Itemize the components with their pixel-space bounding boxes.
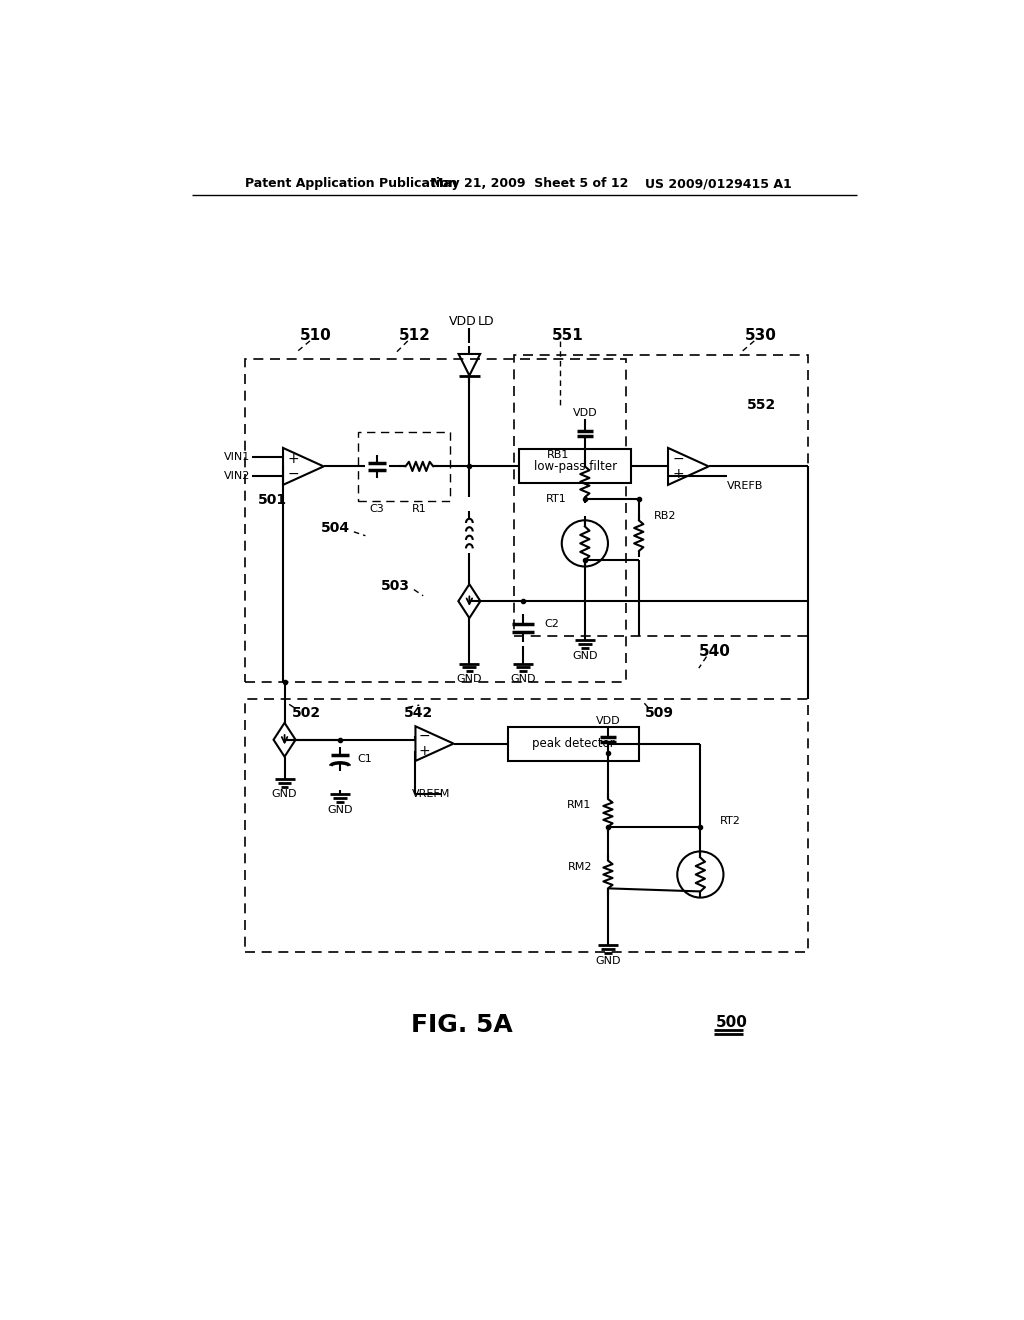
Text: Patent Application Publication: Patent Application Publication <box>245 177 457 190</box>
Text: GND: GND <box>457 675 482 684</box>
Text: peak detector: peak detector <box>532 737 614 750</box>
Text: VIN2: VIN2 <box>223 471 250 480</box>
Text: VDD: VDD <box>596 715 621 726</box>
Text: +: + <box>672 467 684 482</box>
Bar <box>357 432 451 502</box>
Text: US 2009/0129415 A1: US 2009/0129415 A1 <box>645 177 792 190</box>
Text: 542: 542 <box>403 706 433 719</box>
Text: R1: R1 <box>412 504 427 513</box>
Text: RT1: RT1 <box>546 494 566 504</box>
Text: −: − <box>287 467 299 482</box>
Bar <box>519 450 631 483</box>
Text: RM2: RM2 <box>568 862 593 871</box>
Text: GND: GND <box>328 805 352 814</box>
Text: FIG. 5A: FIG. 5A <box>411 1012 513 1036</box>
Text: RB2: RB2 <box>654 511 677 521</box>
Text: 504: 504 <box>321 521 350 535</box>
Bar <box>245 700 808 952</box>
Text: RB1: RB1 <box>547 450 569 459</box>
Text: C2: C2 <box>545 619 560 630</box>
Text: VIN1: VIN1 <box>223 453 250 462</box>
Text: −: − <box>419 729 430 743</box>
Text: 503: 503 <box>381 578 410 593</box>
Text: LD: LD <box>478 315 495 329</box>
Text: GND: GND <box>595 956 621 966</box>
Text: 540: 540 <box>698 644 731 659</box>
Bar <box>508 726 639 760</box>
Bar <box>514 355 808 636</box>
Text: VREFM: VREFM <box>412 788 450 799</box>
Text: 530: 530 <box>745 327 777 343</box>
Text: +: + <box>419 744 430 758</box>
Text: C1: C1 <box>357 754 372 764</box>
Text: May 21, 2009  Sheet 5 of 12: May 21, 2009 Sheet 5 of 12 <box>431 177 629 190</box>
Text: RT2: RT2 <box>720 816 740 825</box>
Text: 502: 502 <box>292 706 322 719</box>
Text: RM1: RM1 <box>566 800 591 810</box>
Text: C3: C3 <box>370 504 384 513</box>
Text: 500: 500 <box>716 1015 748 1030</box>
Text: GND: GND <box>511 675 536 684</box>
Text: +: + <box>287 451 299 466</box>
Text: 512: 512 <box>398 327 430 343</box>
Text: 551: 551 <box>552 327 584 343</box>
Text: VREFB: VREFB <box>727 480 764 491</box>
Text: GND: GND <box>271 789 297 800</box>
Text: GND: GND <box>572 651 598 661</box>
Text: VDD: VDD <box>450 315 477 329</box>
Text: 509: 509 <box>645 706 674 719</box>
Text: VDD: VDD <box>572 408 597 417</box>
Text: 501: 501 <box>258 492 287 507</box>
Text: 510: 510 <box>300 327 332 343</box>
Text: −: − <box>672 451 684 466</box>
Text: 552: 552 <box>746 397 776 412</box>
Bar <box>245 359 627 682</box>
Text: low-pass filter: low-pass filter <box>534 459 616 473</box>
